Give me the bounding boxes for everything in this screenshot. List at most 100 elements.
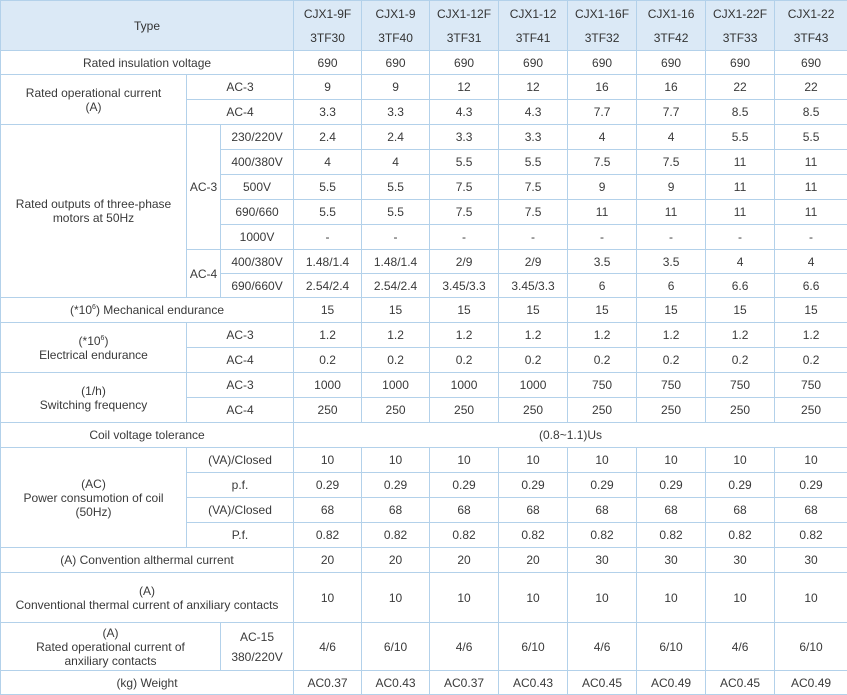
voltage-label: 690/660 — [221, 200, 294, 225]
row-label: Rated insulation voltage — [1, 51, 294, 75]
value-cell: 1.48/1.4 — [294, 250, 362, 274]
value-cell: 3.45/3.3 — [430, 274, 499, 298]
power-row: (AC)Power consumotion of coil(50Hz) (VA)… — [1, 448, 847, 473]
value-cell: 6/10 — [362, 623, 430, 671]
value-cell: 20 — [362, 548, 430, 573]
value-cell: 7.5 — [568, 150, 637, 175]
value-cell: 1.2 — [362, 323, 430, 348]
value-cell: 10 — [637, 448, 706, 473]
value-cell: 4 — [568, 125, 637, 150]
value-cell: 68 — [637, 498, 706, 523]
value-cell: 10 — [362, 448, 430, 473]
value-cell: 0.82 — [775, 523, 847, 548]
sub-label: AC-4 — [187, 398, 294, 423]
value-cell: 30 — [775, 548, 847, 573]
value-cell: 250 — [430, 398, 499, 423]
value-cell: 0.29 — [430, 473, 499, 498]
value-cell: 5.5 — [294, 200, 362, 225]
value-cell: 0.29 — [706, 473, 775, 498]
value-cell: 68 — [430, 498, 499, 523]
value-cell: 3.3 — [430, 125, 499, 150]
value-cell: 1.2 — [637, 323, 706, 348]
value-cell: 10 — [430, 573, 499, 623]
value-cell: 7.7 — [568, 100, 637, 125]
sub-label: P.f. — [187, 523, 294, 548]
value-cell: AC0.43 — [499, 671, 568, 695]
value-cell: 16 — [637, 75, 706, 100]
value-cell: (0.8~1.1)Us — [294, 423, 847, 448]
value-cell: 1.2 — [294, 323, 362, 348]
value-cell: 15 — [499, 298, 568, 323]
value-cell: 12 — [499, 75, 568, 100]
value-cell: 20 — [294, 548, 362, 573]
value-cell: 250 — [362, 398, 430, 423]
row-label: (1/h)Switching frequency — [1, 373, 187, 423]
value-cell: 0.2 — [637, 348, 706, 373]
value-cell: 1000 — [430, 373, 499, 398]
value-cell: 3.3 — [294, 100, 362, 125]
value-cell: 3.3 — [499, 125, 568, 150]
value-cell: 3.5 — [568, 250, 637, 274]
value-cell: 750 — [706, 373, 775, 398]
value-cell: 7.5 — [499, 175, 568, 200]
value-cell: 250 — [499, 398, 568, 423]
value-cell: 68 — [706, 498, 775, 523]
value-cell: 10 — [499, 448, 568, 473]
value-cell: 20 — [499, 548, 568, 573]
value-cell: 1.2 — [568, 323, 637, 348]
value-cell: 68 — [362, 498, 430, 523]
value-cell: 10 — [568, 448, 637, 473]
value-cell: 2.4 — [294, 125, 362, 150]
value-cell: 0.29 — [637, 473, 706, 498]
value-cell: 1.2 — [775, 323, 847, 348]
sub-label: AC-3 — [187, 323, 294, 348]
weight-row: (kg) Weight AC0.37 AC0.43 AC0.37 AC0.43 … — [1, 671, 847, 695]
value-cell: 68 — [294, 498, 362, 523]
value-cell: 0.2 — [775, 348, 847, 373]
value-cell: 15 — [430, 298, 499, 323]
value-cell: 9 — [637, 175, 706, 200]
value-cell: 4 — [637, 125, 706, 150]
value-cell: - — [775, 225, 847, 250]
value-cell: 750 — [775, 373, 847, 398]
value-cell: 4.3 — [499, 100, 568, 125]
value-cell: 10 — [568, 573, 637, 623]
value-cell: 6.6 — [775, 274, 847, 298]
value-cell: 4.3 — [430, 100, 499, 125]
value-cell: 10 — [499, 573, 568, 623]
value-cell: 15 — [294, 298, 362, 323]
value-cell: 0.82 — [637, 523, 706, 548]
value-cell: 4/6 — [430, 623, 499, 671]
value-cell: AC0.49 — [775, 671, 847, 695]
value-cell: 11 — [706, 200, 775, 225]
value-cell: 10 — [706, 448, 775, 473]
value-cell: 15 — [362, 298, 430, 323]
value-cell: 0.2 — [568, 348, 637, 373]
value-cell: 690 — [430, 51, 499, 75]
value-cell: 0.2 — [499, 348, 568, 373]
value-cell: 10 — [775, 448, 847, 473]
value-cell: 15 — [568, 298, 637, 323]
mechanical-row: (*106) Mechanical endurance 15 15 15 15 … — [1, 298, 847, 323]
value-cell: 6.6 — [706, 274, 775, 298]
value-cell: 8.5 — [775, 100, 847, 125]
value-cell: 20 — [430, 548, 499, 573]
value-cell: 750 — [637, 373, 706, 398]
voltage-label: 690/660V — [221, 274, 294, 298]
sub-label: AC-3 — [187, 373, 294, 398]
value-cell: 690 — [706, 51, 775, 75]
sub-label: AC-4 — [187, 348, 294, 373]
value-cell: 5.5 — [706, 125, 775, 150]
value-cell: 6 — [568, 274, 637, 298]
row-label: Coil voltage tolerance — [1, 423, 294, 448]
value-cell: 10 — [294, 448, 362, 473]
value-cell: 8.5 — [706, 100, 775, 125]
group-label: AC-3 — [187, 125, 221, 250]
value-cell: 690 — [637, 51, 706, 75]
value-cell: 0.29 — [362, 473, 430, 498]
